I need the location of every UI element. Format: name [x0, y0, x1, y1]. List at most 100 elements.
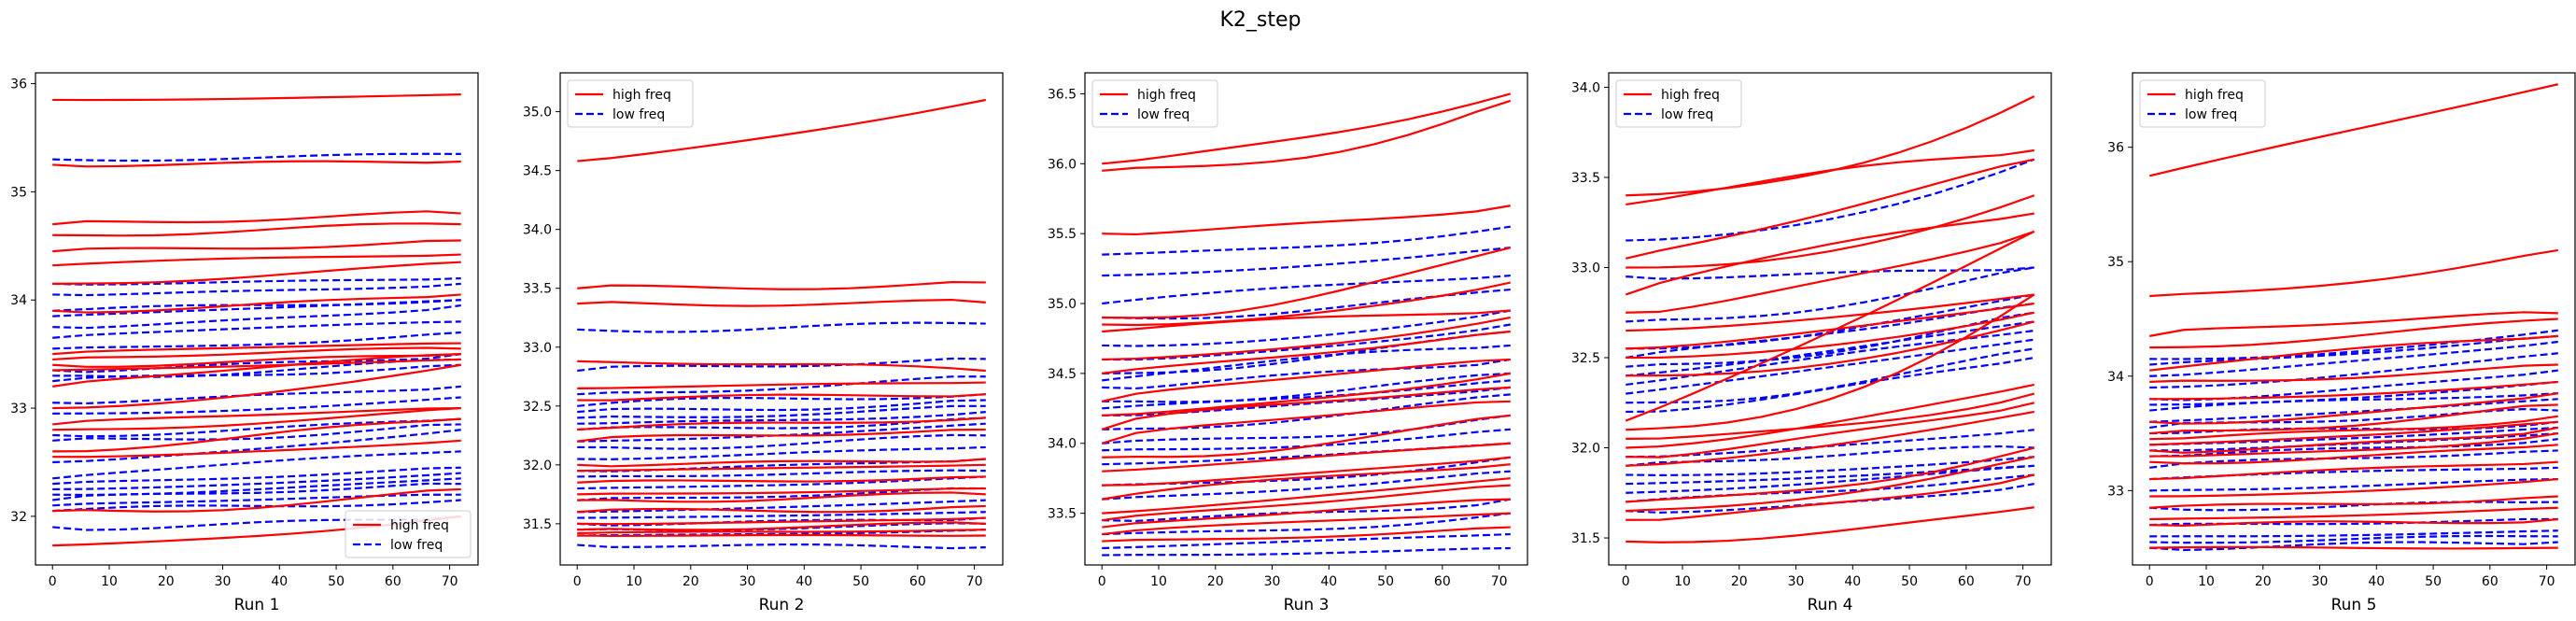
- x-tick-label: 60: [2482, 574, 2499, 589]
- high-freq-line-18: [577, 533, 986, 538]
- low-freq-line-8: [1102, 344, 1511, 382]
- low-freq-line-6: [1626, 311, 2034, 368]
- low-freq-line-17: [52, 450, 461, 480]
- high-freq-line-14: [2149, 444, 2558, 465]
- low-freq-line-17: [577, 511, 986, 519]
- axes-frame: [35, 72, 479, 566]
- high-freq-line-17: [577, 529, 986, 535]
- low-freq-line-1: [577, 321, 986, 333]
- y-tick-label: 32.0: [1571, 442, 1600, 457]
- high-freq-line-15: [2149, 460, 2558, 481]
- x-tick-label: 70: [442, 574, 458, 589]
- low-freq-line-4: [577, 393, 986, 407]
- high-freq-line-13: [2149, 431, 2558, 458]
- low-freq-line-3: [1102, 274, 1511, 305]
- high-freq-line-14: [1102, 442, 1511, 473]
- legend-low-freq-label: low freq: [1137, 107, 1189, 122]
- high-freq-line-3: [52, 210, 461, 226]
- subplot-run-1: 0 10 20 30 40 50 60 70 32 33 34 35 36 Run 1 high freq l…: [10, 72, 479, 614]
- high-freq-line-3: [577, 298, 986, 307]
- low-freq-line-16: [2149, 477, 2558, 492]
- high-freq-line-15: [577, 516, 986, 526]
- y-tick-label: 35.0: [1048, 297, 1077, 312]
- y-tick-label: 33.0: [523, 341, 552, 356]
- x-tick-label: 60: [909, 574, 926, 589]
- legend: high freq low freq: [567, 79, 694, 128]
- high-freq-line-7: [1626, 293, 2034, 332]
- high-freq-line-9: [52, 342, 461, 356]
- high-freq-line-2: [577, 280, 986, 290]
- y-tick-label: 32.5: [523, 400, 552, 415]
- x-tick-label: 10: [101, 574, 118, 589]
- low-freq-line-1: [1626, 158, 2035, 242]
- x-tick-label: 60: [1434, 574, 1451, 589]
- x-tick-label: 30: [739, 574, 756, 589]
- high-freq-line-20: [1626, 506, 2034, 543]
- low-freq-line-5: [577, 399, 986, 414]
- high-freq-line-13: [52, 353, 461, 388]
- high-freq-line-6: [1626, 230, 2035, 314]
- y-tick-label: 34.5: [523, 164, 552, 179]
- y-tick-label: 33.5: [523, 282, 552, 297]
- x-tick-label: 30: [2312, 574, 2329, 589]
- low-freq-line-21: [577, 543, 986, 550]
- high-freq-line-13: [1102, 414, 1511, 459]
- x-tick-label: 10: [626, 574, 642, 589]
- high-freq-line-10: [577, 463, 986, 473]
- low-freq-line-11: [52, 363, 461, 383]
- high-freq-line-1: [577, 98, 986, 162]
- low-freq-line-3: [1626, 266, 2034, 323]
- x-tick-label: 70: [1491, 574, 1508, 589]
- y-tick-label: 36.0: [1048, 157, 1077, 172]
- low-freq-line-21: [52, 482, 461, 501]
- x-tick-label: 30: [1788, 574, 1805, 589]
- legend-high-freq-label: high freq: [390, 518, 449, 533]
- low-freq-line-13: [2149, 438, 2558, 458]
- high-freq-line-14: [1626, 383, 2034, 449]
- low-freq-line-6: [52, 303, 461, 330]
- legend-box: [1615, 79, 1742, 128]
- high-freq-line-12: [1101, 400, 1511, 445]
- high-freq-line-4: [1102, 247, 1512, 319]
- high-freq-line-7: [1102, 316, 1511, 361]
- low-freq-line-10: [1102, 372, 1511, 403]
- high-freq-line-14: [577, 504, 986, 514]
- high-freq-line-16: [577, 521, 986, 531]
- high-freq-line-10: [2149, 415, 2558, 441]
- y-tick-label: 34: [10, 293, 27, 308]
- x-tick-label: 0: [573, 574, 582, 589]
- y-tick-label: 33.0: [1571, 261, 1600, 275]
- low-freq-line-2: [577, 357, 986, 373]
- high-freq-line-4: [577, 360, 986, 373]
- high-freq-line-6: [577, 393, 986, 402]
- y-tick-label: 33.5: [1571, 171, 1600, 186]
- x-tick-label: 30: [215, 574, 232, 589]
- high-freq-line-1: [52, 93, 461, 102]
- axes-frame: [2132, 72, 2576, 566]
- low-freq-line-7: [1626, 320, 2034, 377]
- x-tick-label: 50: [852, 574, 869, 589]
- high-freq-line-20: [2149, 545, 2558, 550]
- x-tick-label: 40: [1844, 574, 1861, 589]
- low-freq-line-3: [52, 282, 461, 297]
- legend-low-freq-label: low freq: [1661, 107, 1713, 122]
- legend: high freq low freq: [1091, 79, 1218, 128]
- axes-frame: [1608, 72, 2052, 566]
- low-freq-line-7: [2149, 392, 2558, 412]
- series-lines: [2148, 83, 2559, 552]
- low-freq-line-13: [52, 396, 461, 415]
- high-freq-line-15: [52, 406, 461, 426]
- high-freq-line-1: [1102, 92, 1512, 165]
- high-freq-line-10: [1102, 372, 1511, 416]
- x-axis-label: Run 5: [2331, 596, 2377, 614]
- subplot-run-2: 0 10 20 30 40 50 60 70 31.5 32.0 32.5 33.0 33.5 34.0 3…: [523, 72, 1004, 614]
- high-freq-line-19: [2149, 517, 2558, 527]
- high-freq-line-5: [52, 239, 461, 253]
- legend-high-freq-label: high freq: [1137, 88, 1196, 103]
- low-freq-line-6: [577, 404, 986, 419]
- high-freq-line-5: [1102, 281, 1511, 327]
- low-freq-line-22: [52, 493, 461, 507]
- legend: high freq low freq: [1615, 79, 1742, 128]
- low-freq-line-21: [2149, 541, 2558, 552]
- x-tick-label: 40: [1320, 574, 1337, 589]
